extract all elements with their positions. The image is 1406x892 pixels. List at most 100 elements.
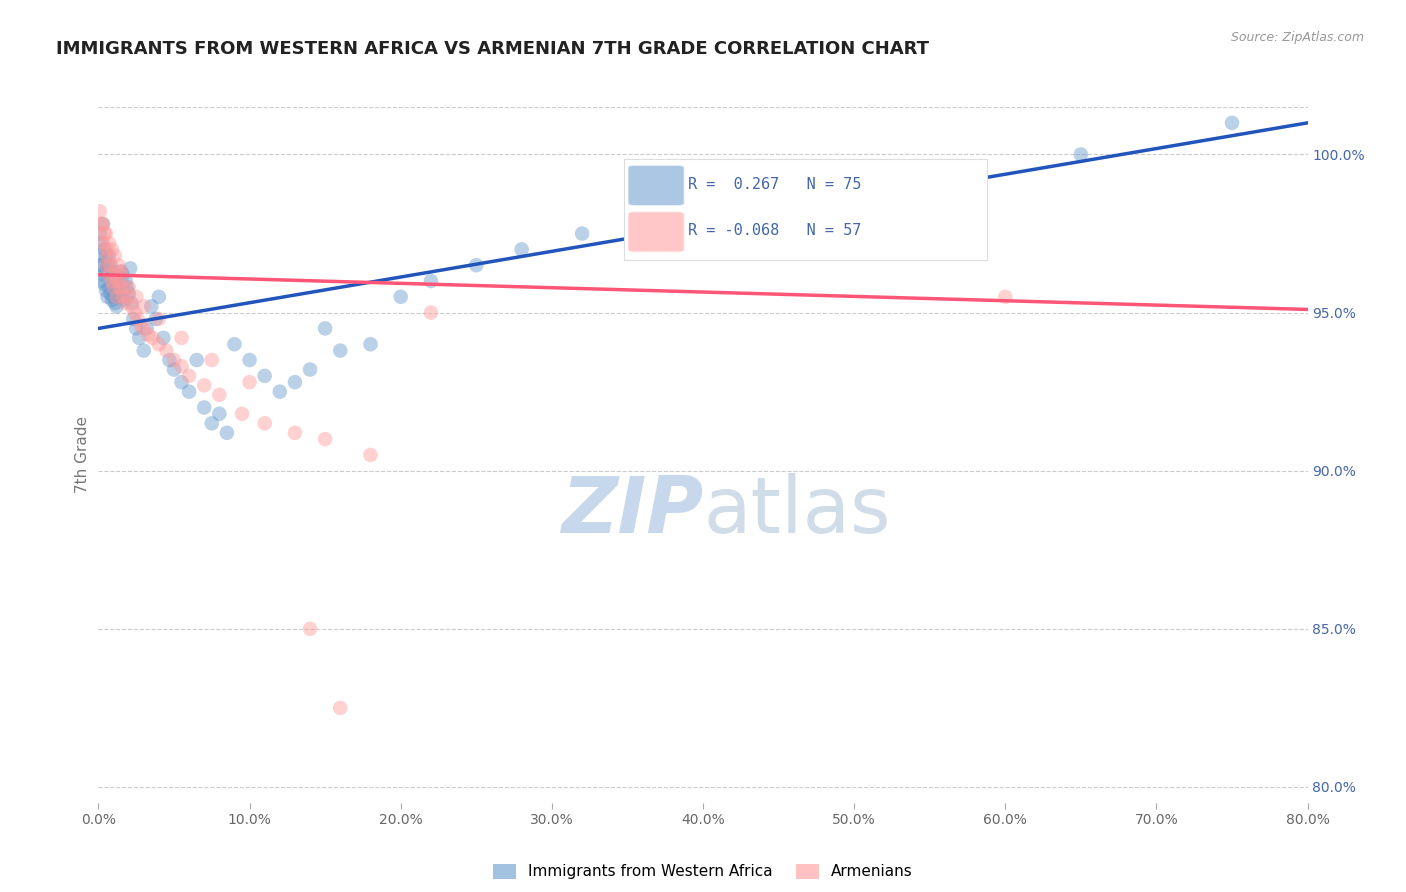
Point: [389, 290, 412, 304]
Point: [104, 274, 127, 288]
Point: [94, 249, 117, 263]
Point: [215, 425, 238, 440]
Point: [170, 331, 193, 345]
Point: [465, 258, 488, 272]
Point: [110, 264, 132, 278]
Point: [91, 268, 114, 282]
Point: [329, 701, 352, 715]
Point: [107, 258, 129, 272]
Point: [224, 337, 246, 351]
Point: [155, 343, 177, 358]
FancyBboxPatch shape: [628, 211, 685, 252]
Point: [94, 284, 117, 298]
Text: IMMIGRANTS FROM WESTERN AFRICA VS ARMENIAN 7TH GRADE CORRELATION CHART: IMMIGRANTS FROM WESTERN AFRICA VS ARMENI…: [56, 40, 929, 58]
Point: [152, 331, 174, 345]
Point: [104, 249, 127, 263]
Text: R =  0.267   N = 75: R = 0.267 N = 75: [688, 178, 862, 193]
Point: [111, 268, 134, 282]
Point: [132, 299, 155, 313]
Point: [108, 280, 131, 294]
Point: [98, 235, 121, 250]
Point: [101, 243, 124, 257]
Point: [145, 312, 167, 326]
Point: [93, 243, 115, 257]
Point: [179, 368, 201, 383]
Point: [121, 296, 143, 310]
Point: [193, 378, 215, 392]
Point: [114, 274, 136, 288]
Point: [122, 312, 145, 326]
Point: [127, 312, 149, 326]
Point: [253, 417, 276, 431]
Point: [132, 343, 155, 358]
Point: [90, 258, 112, 272]
Point: [91, 217, 114, 231]
Point: [159, 353, 181, 368]
Point: [571, 227, 593, 241]
Point: [94, 258, 117, 272]
Point: [111, 290, 134, 304]
Point: [420, 305, 443, 319]
Point: [201, 417, 224, 431]
Point: [91, 217, 114, 231]
Point: [104, 268, 127, 282]
Point: [93, 227, 115, 241]
Point: [90, 217, 112, 231]
Point: [1070, 147, 1092, 161]
Point: [100, 258, 122, 272]
Point: [89, 249, 111, 263]
Point: [121, 299, 143, 313]
Point: [94, 264, 117, 278]
Point: [360, 448, 382, 462]
Point: [89, 204, 111, 219]
Point: [104, 296, 127, 310]
Point: [314, 432, 336, 446]
Point: [125, 290, 148, 304]
Point: [142, 331, 165, 345]
Legend: Immigrants from Western Africa, Armenians: Immigrants from Western Africa, Armenian…: [486, 857, 920, 886]
Point: [120, 261, 142, 276]
Point: [208, 388, 231, 402]
Point: [208, 407, 231, 421]
Point: [94, 227, 117, 241]
Point: [1220, 116, 1243, 130]
Point: [299, 622, 322, 636]
Point: [89, 227, 111, 241]
Point: [510, 243, 533, 257]
Point: [105, 299, 128, 313]
Point: [148, 337, 170, 351]
Text: atlas: atlas: [703, 473, 890, 549]
Point: [108, 284, 131, 298]
Point: [96, 249, 118, 263]
Point: [163, 362, 186, 376]
Point: [112, 293, 135, 307]
Text: ZIP: ZIP: [561, 473, 703, 549]
Point: [118, 290, 141, 304]
Point: [110, 290, 132, 304]
Point: [103, 268, 125, 282]
Point: [114, 296, 136, 310]
Point: [101, 274, 124, 288]
Point: [115, 280, 138, 294]
Point: [91, 274, 114, 288]
Point: [128, 331, 150, 345]
Point: [141, 299, 163, 313]
Point: [96, 290, 118, 304]
Text: Source: ZipAtlas.com: Source: ZipAtlas.com: [1230, 31, 1364, 45]
Point: [98, 249, 121, 263]
Point: [118, 280, 141, 294]
Point: [125, 321, 148, 335]
Point: [918, 179, 941, 194]
Point: [360, 337, 382, 351]
Point: [93, 277, 115, 292]
Point: [163, 353, 186, 368]
Point: [91, 235, 114, 250]
Point: [136, 327, 159, 342]
Point: [103, 280, 125, 294]
Point: [239, 375, 262, 389]
Point: [186, 353, 208, 368]
Point: [148, 312, 170, 326]
Point: [112, 280, 135, 294]
Point: [269, 384, 291, 399]
Point: [201, 353, 224, 368]
